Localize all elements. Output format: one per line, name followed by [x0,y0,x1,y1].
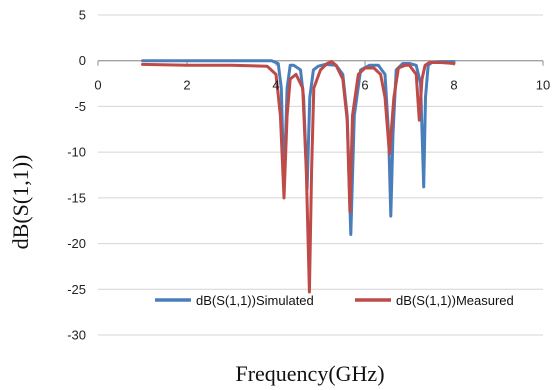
y-tick-label: -20 [67,236,86,251]
y-tick-label: 5 [79,8,86,23]
x-axis-title: Frequency(GHz) [235,361,384,386]
legend-label: dB(S(1,1))Simulated [196,293,314,308]
y-tick-label: 0 [79,53,86,68]
x-tick-label: 4 [272,78,279,93]
y-tick-label: -25 [67,282,86,297]
y-tick-label: -5 [74,99,86,114]
y-axis-title: dB(S(1,1)) [8,155,33,250]
series-line-measured [141,60,456,294]
y-tick-label: -15 [67,190,86,205]
x-tick-label: 6 [361,78,368,93]
gridlines [98,14,543,336]
x-tick-label: 10 [536,78,550,93]
x-tick-label: 0 [94,78,101,93]
legend: dB(S(1,1))Simulated dB(S(1,1))Measured [155,293,514,308]
series-line-simulated [141,59,456,236]
y-tick-label: -30 [67,328,86,343]
y-tick-label: -10 [67,145,86,160]
x-tick-label: 8 [450,78,457,93]
legend-label: dB(S(1,1))Measured [396,293,514,308]
x-tick-label: 2 [183,78,190,93]
tick-labels: 5 0 -5 -10 -15 -20 -25 -30 0 2 4 6 8 10 [67,8,550,343]
series-layer [141,59,456,294]
